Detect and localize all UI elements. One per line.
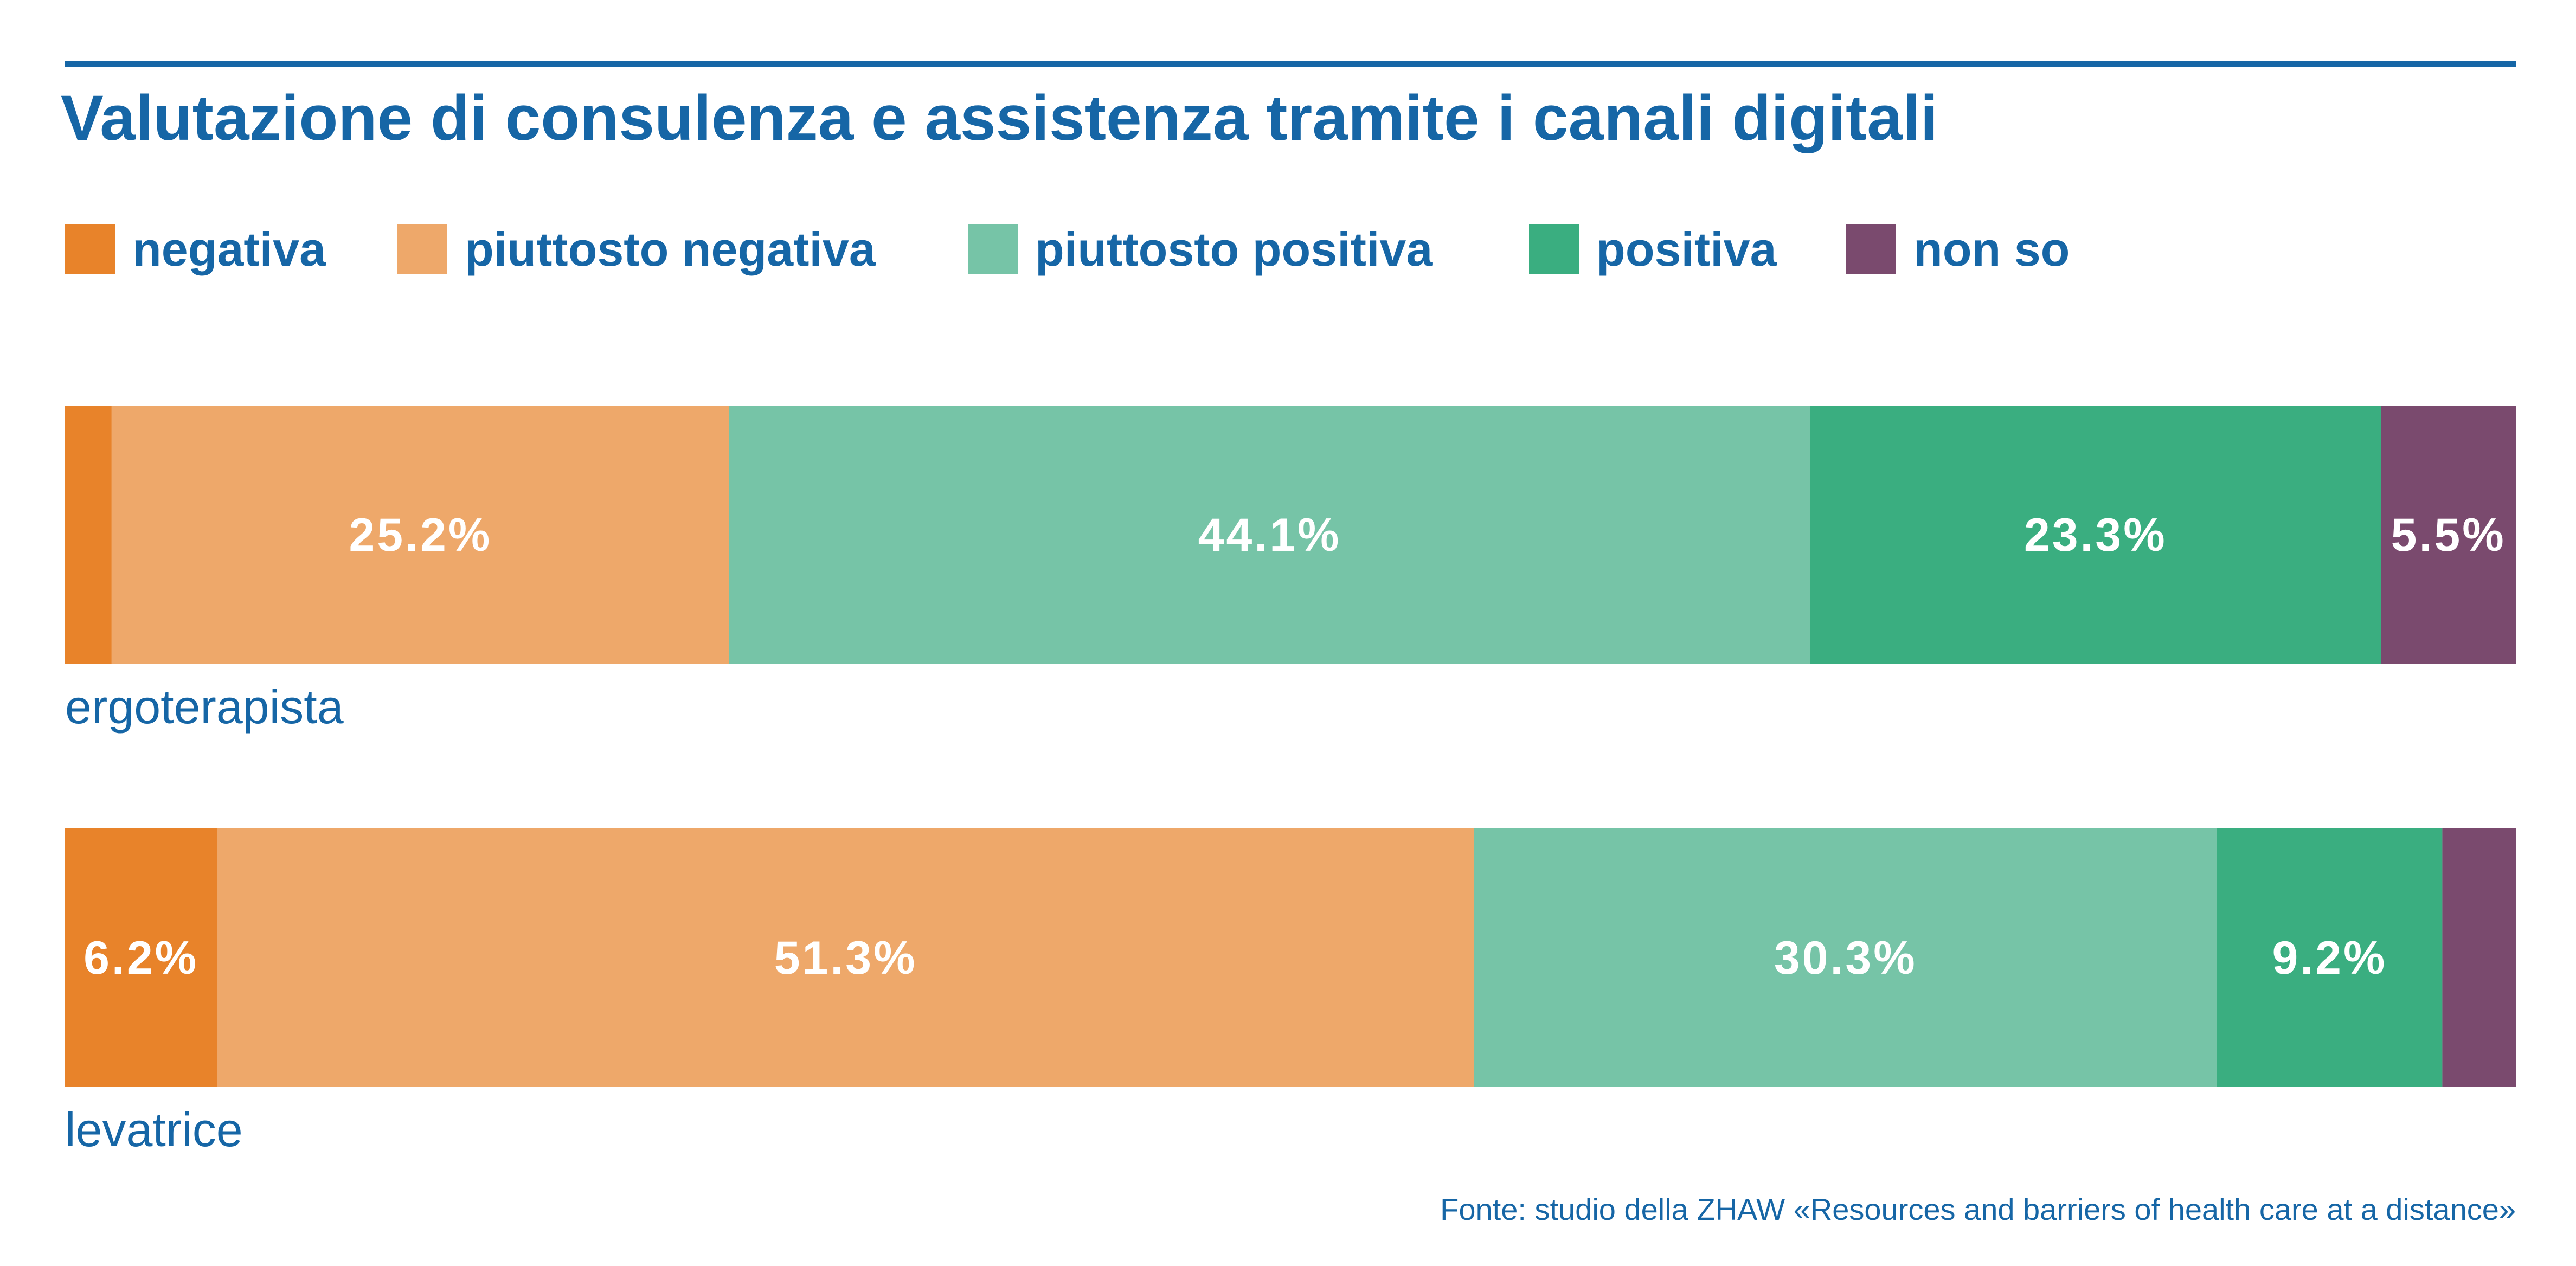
data-label-ergoterapista-piuttosto-positiva: 44.1% xyxy=(1198,509,1341,561)
bar-ergoterapista-non-so xyxy=(2381,406,2516,664)
legend-swatch-non-so xyxy=(1846,224,1896,274)
bar-ergoterapista-piuttosto-negativa xyxy=(111,406,729,664)
data-label-levatrice-positiva: 9.2% xyxy=(2272,932,2387,984)
legend-label-positiva: positiva xyxy=(1596,222,1777,276)
category-label-levatrice: levatrice xyxy=(65,1103,243,1156)
bar-levatrice-negativa xyxy=(65,828,217,1087)
legend-swatch-negativa xyxy=(65,224,115,274)
data-label-ergoterapista-positiva: 23.3% xyxy=(2024,509,2167,561)
category-label-ergoterapista: ergoterapista xyxy=(65,680,344,734)
bar-levatrice-non-so xyxy=(2442,828,2516,1087)
data-label-levatrice-piuttosto-negativa: 51.3% xyxy=(774,932,917,984)
bar-ergoterapista-piuttosto-positiva xyxy=(729,406,1810,664)
data-label-levatrice-negativa: 6.2% xyxy=(83,932,198,984)
bar-ergoterapista-negativa xyxy=(65,406,112,664)
legend-label-non-so: non so xyxy=(1913,222,2070,276)
bar-levatrice-positiva xyxy=(2217,828,2443,1087)
bars: 25.2% 44.1% 23.3% 5.5% ergoterapista 6.2% 51.3… xyxy=(65,406,2516,1156)
legend-label-piuttosto-positiva: piuttosto positiva xyxy=(1035,222,1433,276)
chart-title: Valutazione di consulenza e assistenza t… xyxy=(61,82,1938,154)
data-label-levatrice-piuttosto-positiva: 30.3% xyxy=(1774,932,1917,984)
bar-levatrice-piuttosto-positiva xyxy=(1474,828,2217,1087)
bar-levatrice-piuttosto-negativa xyxy=(217,828,1474,1087)
legend-swatch-positiva xyxy=(1529,224,1579,274)
data-label-ergoterapista-non-so: 5.5% xyxy=(2391,509,2506,561)
legend-label-piuttosto-negativa: piuttosto negativa xyxy=(465,222,876,276)
data-label-ergoterapista-piuttosto-negativa: 25.2% xyxy=(349,509,492,561)
bar-ergoterapista-positiva xyxy=(1810,406,2381,664)
legend-swatch-piuttosto-positiva xyxy=(968,224,1018,274)
source-note: Fonte: studio della ZHAW «Resources and … xyxy=(1440,1192,2516,1226)
legend-swatch-piuttosto-negativa xyxy=(397,224,447,274)
legend: negativa piuttosto negativa piuttosto posi… xyxy=(65,222,2070,276)
legend-label-negativa: negativa xyxy=(132,222,326,276)
